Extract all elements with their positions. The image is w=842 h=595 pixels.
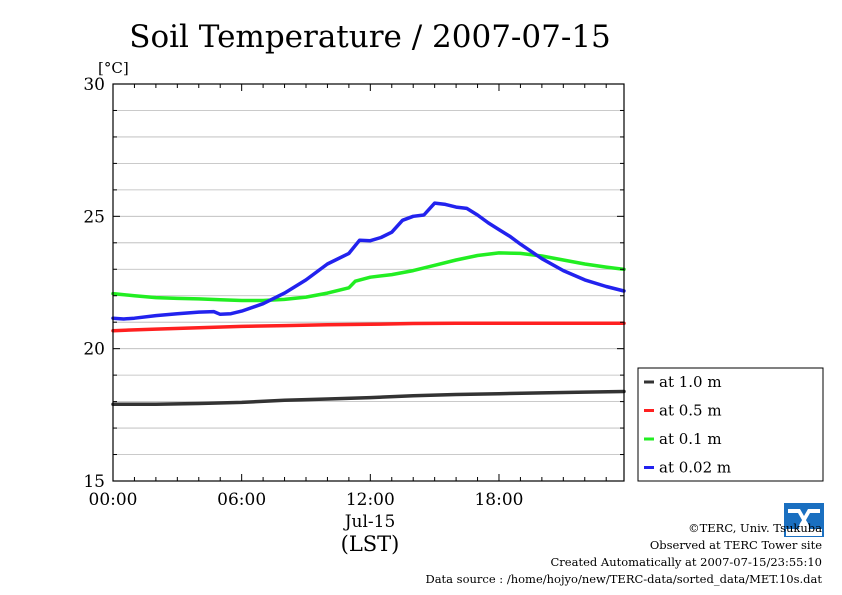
x-tick-label: 18:00 xyxy=(474,490,523,510)
x-axis: 00:00 06:00 12:00 18:00 xyxy=(89,84,607,510)
date-label: Jul-15 xyxy=(343,512,396,532)
series-line-0 xyxy=(111,389,626,406)
legend-label: at 0.1 m xyxy=(659,430,722,448)
data-source-text: Data source : /home/hojyo/new/TERC-data/… xyxy=(425,572,822,586)
legend-label: at 1.0 m xyxy=(659,373,722,391)
plot-area xyxy=(112,83,625,482)
copyright-text: ©TERC, Univ. Tsukuba xyxy=(688,521,822,535)
y-tick-label: 15 xyxy=(83,472,105,492)
terc-logo xyxy=(784,503,824,537)
y-tick-label: 30 xyxy=(83,75,105,95)
legend-box xyxy=(637,367,824,482)
y-tick-label: 20 xyxy=(83,340,105,360)
created-timestamp-text: Created Automatically at 2007-07-15/23:5… xyxy=(550,555,823,569)
y-axis-unit: [°C] xyxy=(98,59,129,77)
x-tick-label: 00:00 xyxy=(89,490,138,510)
x-tick-label: 06:00 xyxy=(217,490,266,510)
legend: at 1.0 m at 0.5 m at 0.1 m at 0.02 m xyxy=(637,367,824,482)
observation-site-text: Observed at TERC Tower site xyxy=(649,538,822,552)
series-lines xyxy=(111,201,626,406)
series-line-3 xyxy=(111,201,626,321)
x-axis-label: (LST) xyxy=(341,532,400,556)
chart-title: Soil Temperature / 2007-07-15 xyxy=(129,19,611,55)
legend-label: at 0.02 m xyxy=(659,459,731,477)
legend-label: at 0.5 m xyxy=(659,402,722,420)
y-tick-label: 25 xyxy=(83,207,105,227)
series-line-1 xyxy=(111,321,626,333)
grid-lines xyxy=(113,110,624,455)
x-tick-label: 12:00 xyxy=(346,490,395,510)
terc-logo-icon xyxy=(784,503,824,537)
y-axis: 15 20 25 30 xyxy=(83,75,624,492)
